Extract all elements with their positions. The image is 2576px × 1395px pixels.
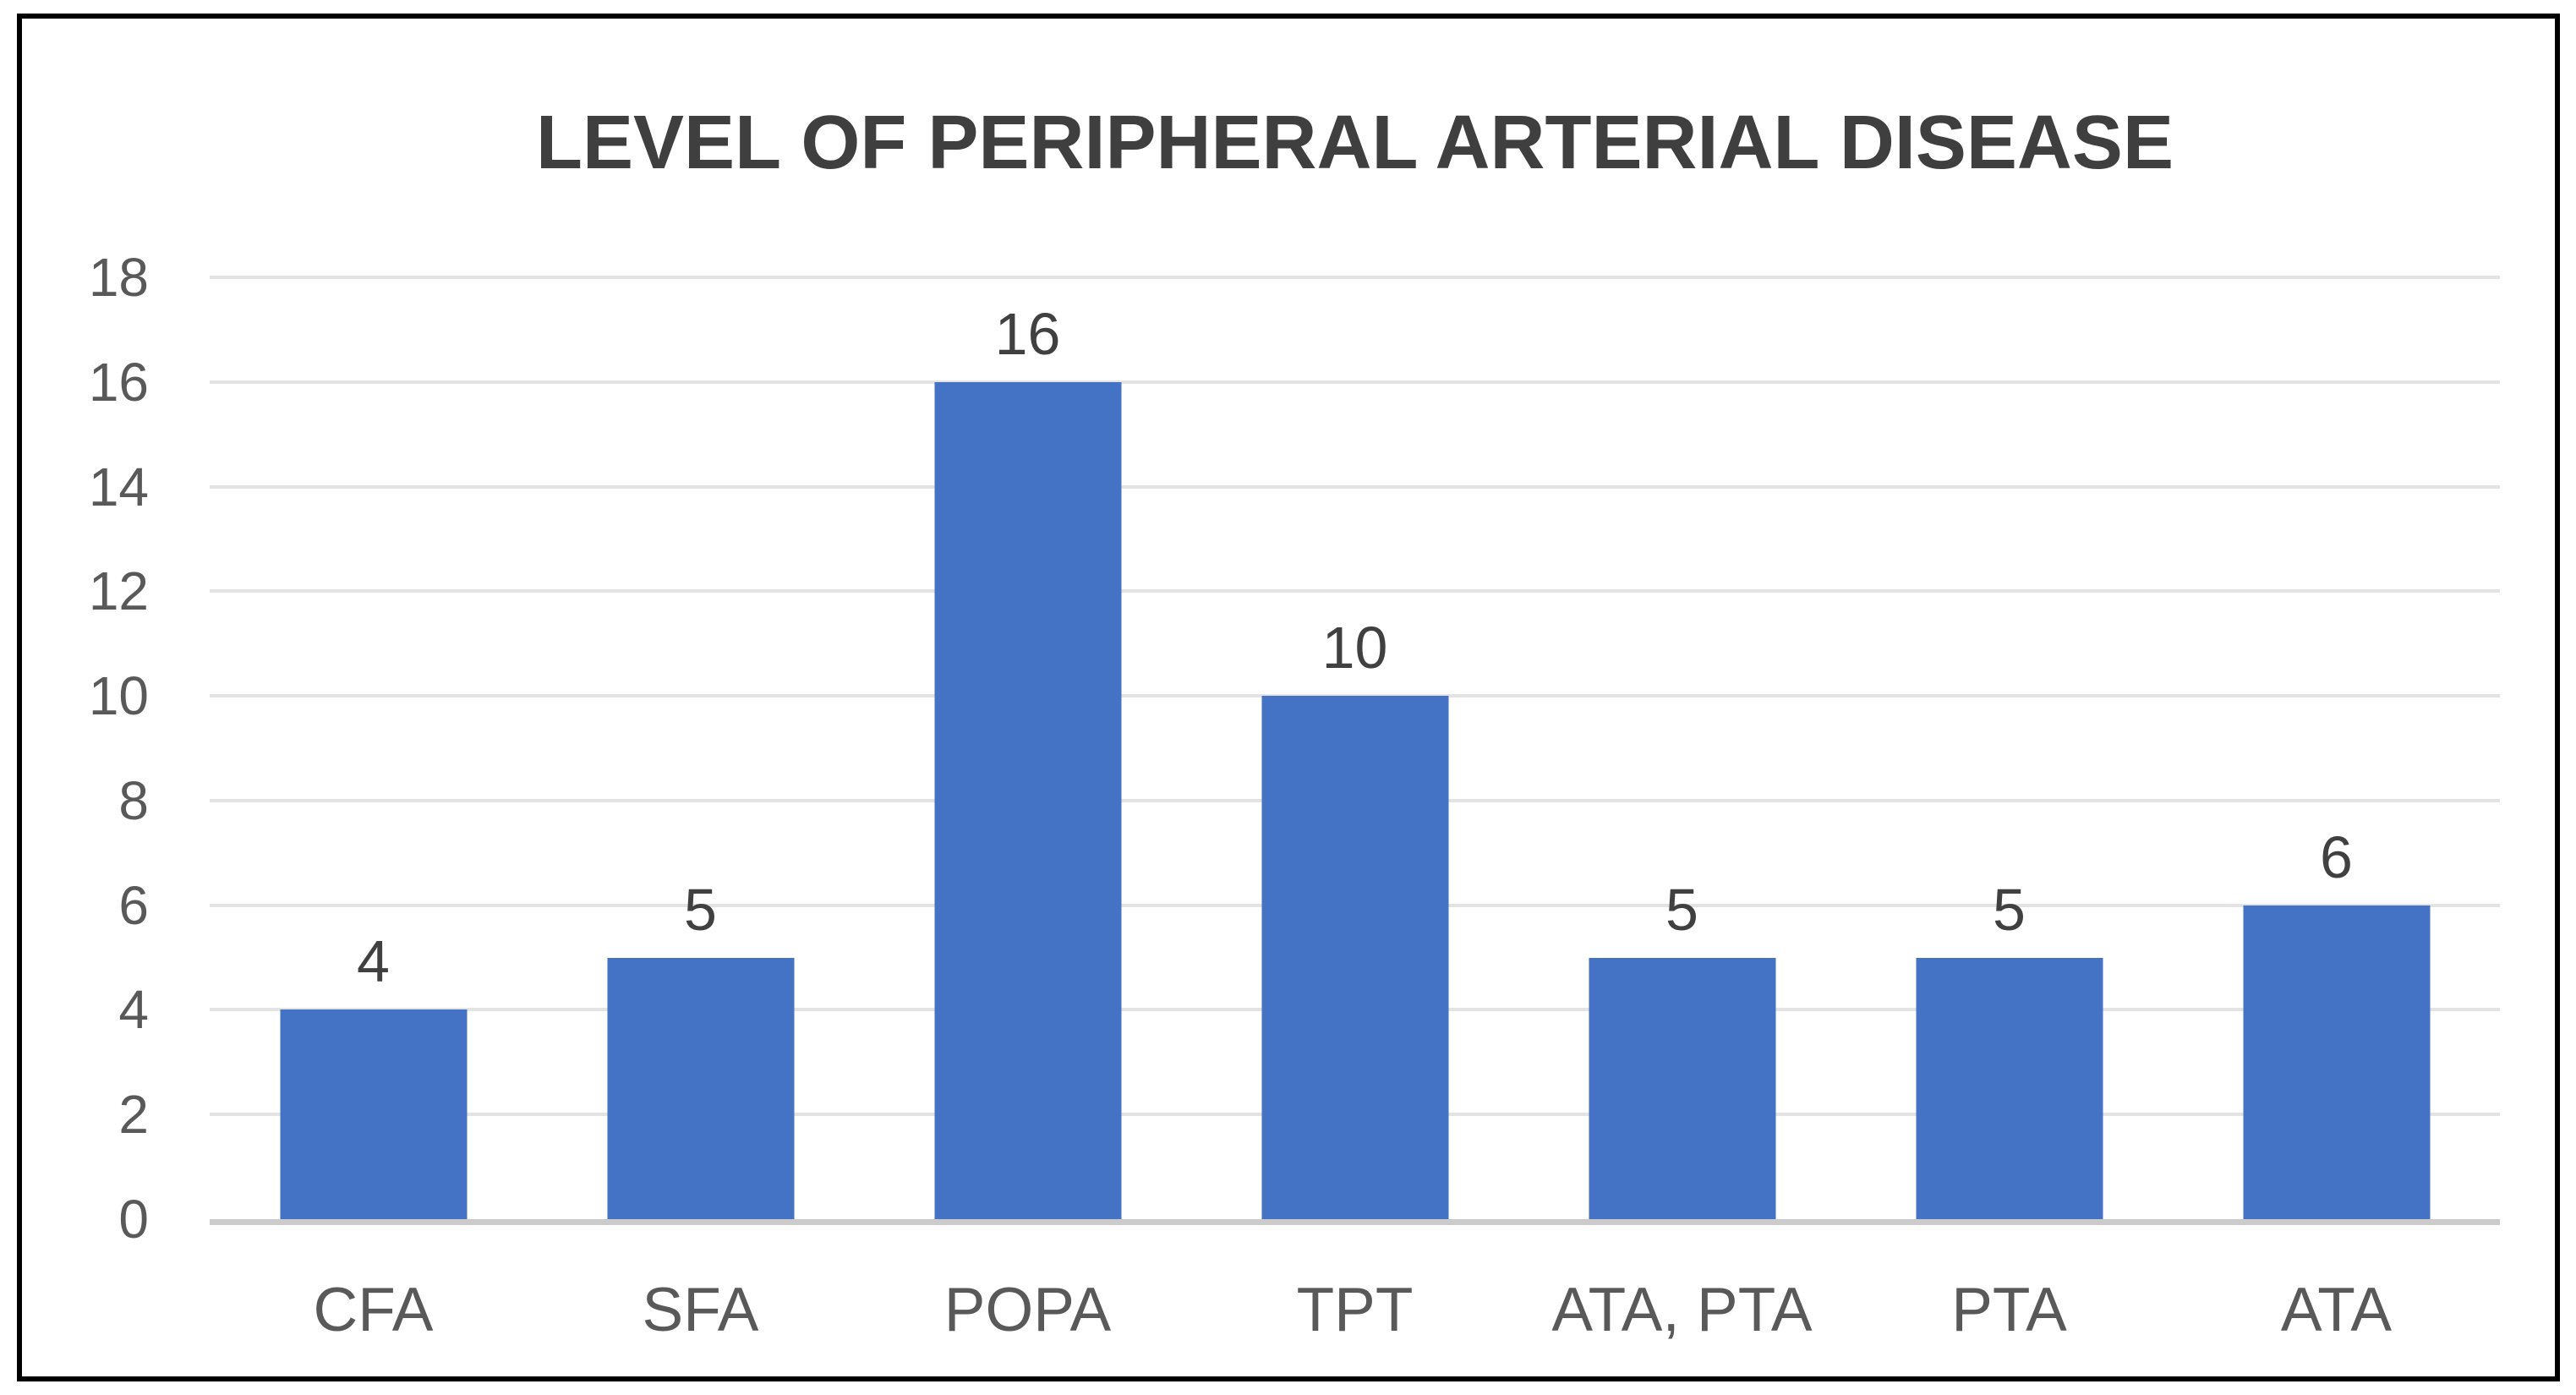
bar-ata[interactable] xyxy=(2243,905,2430,1219)
data-label-cfa: 4 xyxy=(357,928,390,995)
y-tick-label: 2 xyxy=(118,1084,149,1146)
gridline xyxy=(210,484,2500,489)
bar-popa[interactable] xyxy=(934,381,1121,1219)
gridline xyxy=(210,380,2500,384)
y-tick-label: 0 xyxy=(118,1189,149,1250)
bar-column-ata: 6 xyxy=(2173,277,2500,1219)
data-label-tpt: 10 xyxy=(1321,615,1388,681)
y-axis: 0 2 4 6 8 10 12 14 16 18 xyxy=(22,250,149,1246)
bar-column-popa: 16 xyxy=(864,277,1191,1219)
gridline xyxy=(210,589,2500,594)
data-label-pta: 5 xyxy=(1993,876,2026,943)
bar-column-ata-pta: 5 xyxy=(1518,277,1846,1219)
chart-title: LEVEL OF PERIPHERAL ARTERIAL DISEASE xyxy=(536,101,2174,185)
category-label-ata-pta: ATA, PTA xyxy=(1551,1276,1813,1344)
y-tick-label: 6 xyxy=(118,874,149,936)
y-tick-label: 12 xyxy=(88,561,149,622)
data-label-ata: 6 xyxy=(2320,823,2353,890)
category-label-sfa: SFA xyxy=(642,1276,759,1344)
gridline xyxy=(210,276,2500,279)
data-label-sfa: 5 xyxy=(684,876,717,943)
bar-pta[interactable] xyxy=(1916,957,2103,1219)
bar-column-tpt: 10 xyxy=(1191,277,1518,1219)
y-tick-label: 16 xyxy=(88,351,149,413)
y-tick-label: 18 xyxy=(88,247,149,308)
bar-ata-pta[interactable] xyxy=(1589,957,1775,1219)
y-tick-label: 4 xyxy=(118,979,149,1041)
data-label-ata-pta: 5 xyxy=(1665,876,1698,943)
x-axis: CFA SFA POPA TPT ATA, PTA PTA ATA xyxy=(210,1276,2500,1344)
category-label-pta: PTA xyxy=(1951,1276,2067,1344)
category-label-popa: POPA xyxy=(943,1276,1112,1344)
bar-tpt[interactable] xyxy=(1261,696,1448,1219)
y-tick-label: 14 xyxy=(88,456,149,517)
category-label-ata: ATA xyxy=(2280,1276,2393,1344)
x-axis-line xyxy=(210,1219,2500,1225)
bar-column-cfa: 4 xyxy=(210,277,537,1219)
bar-series: 4 5 16 10 5 5 6 xyxy=(210,277,2500,1219)
plot-area: 4 5 16 10 5 5 6 xyxy=(210,276,2500,1225)
bar-column-sfa: 5 xyxy=(537,277,864,1219)
y-tick-label: 8 xyxy=(118,769,149,831)
category-label-cfa: CFA xyxy=(313,1276,434,1344)
bar-column-pta: 5 xyxy=(1846,277,2173,1219)
data-label-popa: 16 xyxy=(994,300,1061,367)
category-label-tpt: TPT xyxy=(1296,1276,1414,1344)
bar-sfa[interactable] xyxy=(607,957,794,1219)
y-tick-label: 10 xyxy=(88,665,149,727)
bar-cfa[interactable] xyxy=(280,1009,467,1219)
